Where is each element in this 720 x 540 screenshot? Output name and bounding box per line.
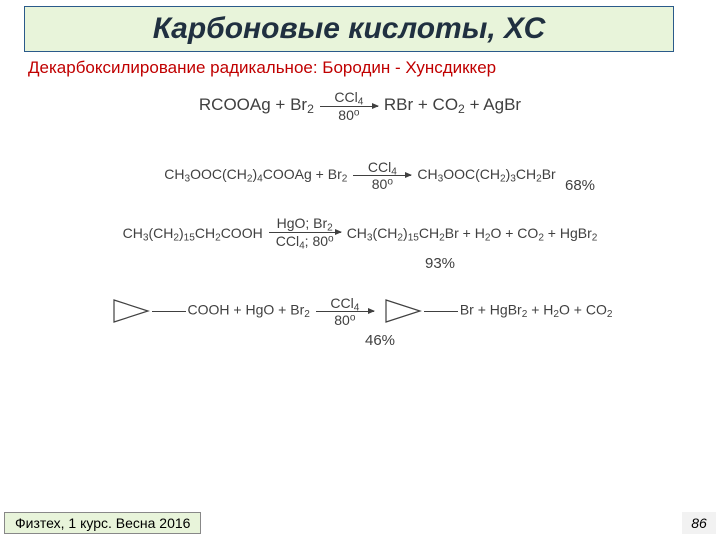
text: 80 — [372, 176, 388, 192]
slide-title: Карбоновые кислоты, ХС — [153, 12, 546, 46]
reaction-1: RCOOAg + Br2 CCl4 80o RBr + CO2 + AgBr — [0, 90, 720, 122]
text: 80 — [338, 107, 354, 123]
text: CH — [419, 225, 439, 241]
text: CH — [417, 166, 437, 182]
cyclopropyl-icon — [380, 294, 424, 328]
footer-label: Физтех, 1 курс. Весна 2016 — [4, 512, 201, 534]
arrow-line — [316, 311, 374, 312]
text: CH — [164, 166, 184, 182]
text: (CH — [148, 225, 173, 241]
reaction-2-rhs: CH3OOC(CH2)3CH2Br — [417, 166, 555, 185]
text: CH — [516, 166, 536, 182]
reaction-3-rhs: CH3(CH2)15CH2Br + H2O + CO2 + HgBr2 — [347, 225, 598, 244]
reaction-2-lhs: CH3OOC(CH2)4COOAg + Br2 — [164, 166, 347, 185]
text: CCl — [334, 89, 357, 105]
text: CH — [195, 225, 215, 241]
text: OOC(CH — [190, 166, 247, 182]
bond-line — [152, 311, 186, 312]
text: OOC(CH — [443, 166, 500, 182]
arrow-line — [320, 106, 378, 107]
text: + HgBr — [544, 225, 592, 241]
text: COOH — [221, 225, 263, 241]
reaction-container: RCOOAg + Br2 CCl4 80o RBr + CO2 + AgBr C… — [0, 86, 720, 371]
text: COOH + HgO + Br — [188, 302, 305, 318]
text: Br — [542, 166, 556, 182]
reaction-4: COOH + HgO + Br2 CCl4 80o Br + HgBr2 + H… — [0, 294, 720, 328]
sup: o — [328, 233, 334, 244]
sub: 15 — [408, 232, 419, 243]
arrow-bottom: 80o — [338, 108, 359, 122]
sub: 15 — [184, 232, 195, 243]
text: CCl — [276, 233, 299, 249]
sub: 2 — [458, 102, 465, 116]
arrow-bottom: CCl4; 80o — [276, 234, 334, 252]
arrow-bottom: 80o — [372, 177, 393, 191]
bond-line — [424, 311, 458, 312]
text: CH — [123, 225, 143, 241]
reaction-4-yield: 46% — [0, 332, 720, 349]
text: CCl — [330, 295, 353, 311]
sup: o — [354, 107, 360, 118]
text: HgO; Br — [277, 215, 328, 231]
text: O + CO — [490, 225, 538, 241]
sub: 2 — [307, 102, 314, 116]
page-number: 86 — [682, 512, 716, 534]
text: Br + H — [445, 225, 485, 241]
text: O + CO — [559, 302, 607, 318]
reaction-1-rhs: RBr + CO2 + AgBr — [384, 95, 521, 116]
slide-title-box: Карбоновые кислоты, ХС — [24, 6, 674, 52]
sub: 2 — [304, 310, 310, 321]
text: RCOOAg + Br — [199, 95, 307, 114]
reaction-3: CH3(CH2)15CH2COOH HgO; Br2 CCl4; 80o CH3… — [0, 216, 720, 251]
reaction-3-lhs: CH3(CH2)15CH2COOH — [123, 225, 263, 244]
sub: 2 — [342, 174, 348, 185]
sub: 2 — [592, 232, 598, 243]
text: RBr + CO — [384, 95, 458, 114]
arrow-line — [353, 175, 411, 176]
cyclopropyl-icon — [108, 294, 152, 328]
text: COOAg + Br — [263, 166, 342, 182]
reaction-arrow: HgO; Br2 CCl4; 80o — [269, 216, 341, 251]
sub: 2 — [607, 310, 613, 321]
text: + AgBr — [465, 95, 521, 114]
arrow-line — [269, 232, 341, 233]
reaction-4-lhs: COOH + HgO + Br2 — [108, 294, 310, 328]
reaction-4-rhs: Br + HgBr2 + H2O + CO2 — [380, 294, 613, 328]
reaction-3-yield: 93% — [0, 255, 720, 272]
text: ; 80 — [305, 233, 328, 249]
text: + H — [527, 302, 553, 318]
text: CH — [347, 225, 367, 241]
reaction-arrow: CCl4 80o — [353, 160, 411, 192]
sup: o — [387, 177, 393, 188]
reaction-arrow: CCl4 80o — [316, 296, 374, 328]
sup: o — [350, 313, 356, 324]
text: (CH — [373, 225, 398, 241]
text: Br + HgBr — [460, 302, 522, 318]
slide-subtitle: Декарбоксилирование радикальное: Бородин… — [28, 58, 496, 78]
reaction-arrow: CCl4 80o — [320, 90, 378, 122]
arrow-bottom: 80o — [334, 313, 355, 327]
text: CCl — [368, 159, 391, 175]
text: 80 — [334, 312, 350, 328]
reaction-1-lhs: RCOOAg + Br2 — [199, 95, 314, 116]
